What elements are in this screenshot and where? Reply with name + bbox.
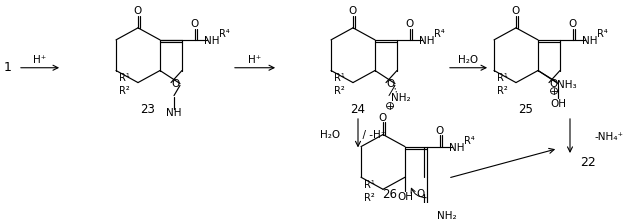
Text: NH: NH bbox=[449, 143, 465, 153]
Text: O: O bbox=[436, 126, 444, 136]
Text: R²: R² bbox=[497, 86, 508, 96]
Text: O: O bbox=[569, 19, 577, 29]
Text: NH₂: NH₂ bbox=[391, 93, 411, 103]
Text: R²: R² bbox=[364, 193, 375, 203]
Text: H₂O: H₂O bbox=[320, 130, 340, 140]
Text: O: O bbox=[512, 6, 520, 16]
Text: R²: R² bbox=[334, 86, 345, 96]
Text: H₂O: H₂O bbox=[458, 55, 478, 65]
Text: NH: NH bbox=[166, 108, 182, 118]
Text: NH₂: NH₂ bbox=[437, 211, 457, 219]
Text: OH: OH bbox=[397, 192, 413, 202]
Text: R¹: R¹ bbox=[364, 180, 375, 190]
Text: NH₃: NH₃ bbox=[557, 80, 577, 90]
Text: O: O bbox=[417, 189, 425, 199]
Text: / -H⁺: / -H⁺ bbox=[356, 130, 386, 140]
Text: O: O bbox=[406, 19, 414, 29]
Text: 25: 25 bbox=[519, 103, 533, 116]
Text: H⁺: H⁺ bbox=[33, 55, 47, 65]
Text: R⁴: R⁴ bbox=[218, 29, 229, 39]
Text: R⁴: R⁴ bbox=[464, 136, 475, 146]
Text: R²: R² bbox=[118, 86, 129, 96]
Text: O: O bbox=[387, 79, 395, 89]
Text: NH: NH bbox=[204, 36, 220, 46]
Text: 26: 26 bbox=[382, 188, 397, 201]
Text: 22: 22 bbox=[580, 156, 596, 169]
Text: R¹: R¹ bbox=[497, 73, 508, 83]
Text: NH: NH bbox=[419, 36, 434, 46]
Text: R⁴: R⁴ bbox=[434, 29, 445, 39]
Text: O: O bbox=[191, 19, 199, 29]
Text: O: O bbox=[134, 6, 142, 16]
Text: NH: NH bbox=[582, 36, 598, 46]
Text: 1: 1 bbox=[4, 61, 12, 74]
Text: 23: 23 bbox=[141, 103, 155, 116]
Text: -NH₄⁺: -NH₄⁺ bbox=[595, 132, 624, 142]
Text: O: O bbox=[550, 79, 558, 89]
Text: O: O bbox=[349, 6, 357, 16]
Text: O: O bbox=[379, 113, 387, 123]
Text: 24: 24 bbox=[350, 103, 366, 116]
Text: OH: OH bbox=[550, 99, 566, 109]
Text: O: O bbox=[172, 79, 180, 89]
Text: R¹: R¹ bbox=[118, 73, 129, 83]
Text: R⁴: R⁴ bbox=[597, 29, 607, 39]
Text: R¹: R¹ bbox=[334, 73, 345, 83]
Text: H⁺: H⁺ bbox=[248, 55, 262, 65]
